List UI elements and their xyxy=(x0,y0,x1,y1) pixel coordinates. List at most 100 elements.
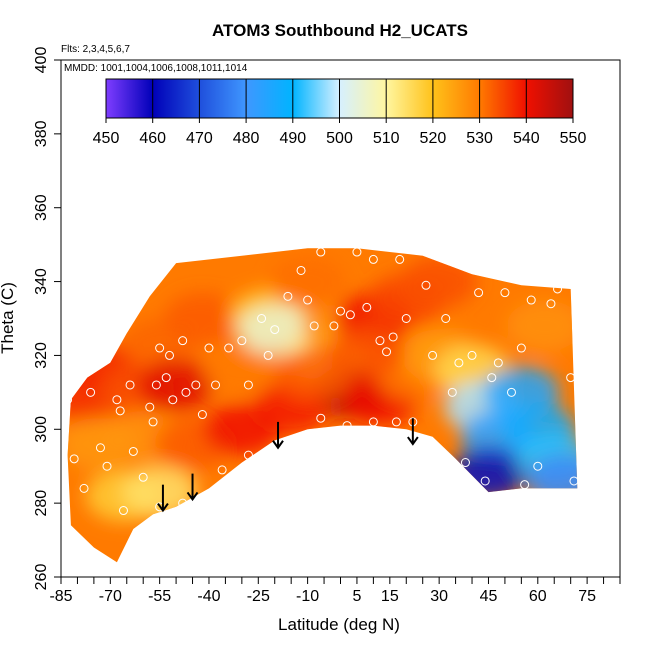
observation-point xyxy=(217,465,227,475)
observation-point xyxy=(447,387,457,397)
observation-point xyxy=(86,387,96,397)
down-arrow xyxy=(272,421,284,450)
observation-point xyxy=(69,454,79,464)
x-tick-label: -85 xyxy=(49,588,72,605)
colorbar-tick-label: 520 xyxy=(420,130,447,147)
observation-point xyxy=(309,321,319,331)
x-tick-label: -40 xyxy=(197,588,220,605)
observation-point xyxy=(375,336,385,346)
observation-point xyxy=(342,421,352,431)
field-sample-blob xyxy=(506,299,578,352)
observation-point xyxy=(316,247,326,257)
observation-point xyxy=(506,387,516,397)
observation-point xyxy=(368,254,378,264)
observation-point xyxy=(204,343,214,353)
observation-point xyxy=(296,265,306,275)
observation-point xyxy=(382,347,392,357)
observation-point xyxy=(454,358,464,368)
x-tick-label: 60 xyxy=(529,588,547,605)
x-tick-label: -70 xyxy=(99,588,122,605)
observation-point xyxy=(345,310,355,320)
y-tick-label: 360 xyxy=(33,194,50,221)
x-tick-label: 30 xyxy=(430,588,448,605)
down-arrow xyxy=(157,484,169,513)
observation-point xyxy=(148,417,158,427)
colorbar-tick-label: 550 xyxy=(560,130,587,147)
observation-point xyxy=(368,417,378,427)
y-tick-label: 280 xyxy=(33,490,50,517)
arrow-head xyxy=(157,502,169,513)
observation-point xyxy=(467,350,477,360)
field-sample-blob xyxy=(138,358,215,411)
colorbar-tick-label: 470 xyxy=(186,130,213,147)
arrow-head xyxy=(272,440,284,450)
arrow-head xyxy=(186,491,199,502)
observation-point xyxy=(546,299,556,309)
field-sample-blob xyxy=(203,344,280,397)
y-tick-label: 380 xyxy=(33,120,50,147)
field-sample-blob xyxy=(67,418,136,471)
observation-point xyxy=(102,461,112,471)
observation-point xyxy=(115,406,125,416)
observation-point xyxy=(569,476,579,486)
x-tick-label: 5 xyxy=(352,588,361,605)
observation-point xyxy=(181,387,191,397)
observation-point xyxy=(270,325,280,335)
x-tick-label: -10 xyxy=(296,588,319,605)
y-axis: 260 280 300 320 340 360 380 400 xyxy=(33,47,61,591)
y-axis-label: Theta (C) xyxy=(0,282,17,354)
observation-point xyxy=(128,446,138,456)
observation-point xyxy=(362,302,372,312)
observation-point xyxy=(388,332,398,342)
observation-point xyxy=(155,343,165,353)
observation-point xyxy=(441,314,451,323)
colorbar-tick-label: 480 xyxy=(233,130,260,147)
observation-point xyxy=(395,254,405,264)
observation-point xyxy=(161,373,171,383)
y-tick-label: 400 xyxy=(33,47,50,74)
colorbar-ticks: 450 460 470 480 490 500 510 520 530 540 550 xyxy=(93,79,587,147)
x-tick-label: -25 xyxy=(247,588,270,605)
observation-point xyxy=(211,380,221,390)
observation-point xyxy=(151,380,161,390)
observation-point xyxy=(125,380,135,390)
field-sample-blob xyxy=(164,292,241,345)
flights-note: Flts: 2,3,4,5,6,7 xyxy=(61,44,130,55)
observation-point xyxy=(352,247,362,257)
x-axis: -85 -70 -55 -40 -25 -10 5 15 30 45 60 75 xyxy=(49,577,621,605)
observation-point xyxy=(112,395,122,405)
field-sample-blob xyxy=(328,325,405,378)
plot-area xyxy=(63,247,579,563)
observation-point xyxy=(329,321,339,331)
observation-point xyxy=(243,380,253,390)
observation-point xyxy=(197,410,207,420)
observation-point xyxy=(243,450,253,460)
field-sample-blob xyxy=(450,447,527,500)
observation-point xyxy=(391,417,401,427)
mmdd-note: MMDD: 1001,1004,1006,1008,1011,1014 xyxy=(64,63,248,74)
observation-point xyxy=(118,506,128,516)
chart-title: ATOM3 Southbound H2_UCATS xyxy=(212,21,468,40)
observation-point xyxy=(224,343,234,353)
field-sample-blob xyxy=(121,466,198,519)
observation-point xyxy=(191,380,201,390)
x-tick-label: 45 xyxy=(480,588,498,605)
observation-point xyxy=(493,358,503,368)
observation-point xyxy=(316,413,326,423)
observation-point xyxy=(138,472,148,482)
down-arrow xyxy=(186,473,199,502)
field-sample-blob xyxy=(401,255,478,308)
colorbar-tick-label: 460 xyxy=(139,130,166,147)
observation-point xyxy=(95,443,105,453)
y-tick-label: 260 xyxy=(33,564,50,591)
arrow-head xyxy=(407,436,419,446)
observation-point xyxy=(336,306,345,316)
observation-point xyxy=(566,373,576,383)
observation-point xyxy=(79,483,89,493)
observation-point xyxy=(487,373,497,383)
observation-point xyxy=(500,288,510,298)
observation-point xyxy=(516,343,526,353)
observation-point xyxy=(168,395,178,405)
y-tick-label: 340 xyxy=(33,268,50,295)
